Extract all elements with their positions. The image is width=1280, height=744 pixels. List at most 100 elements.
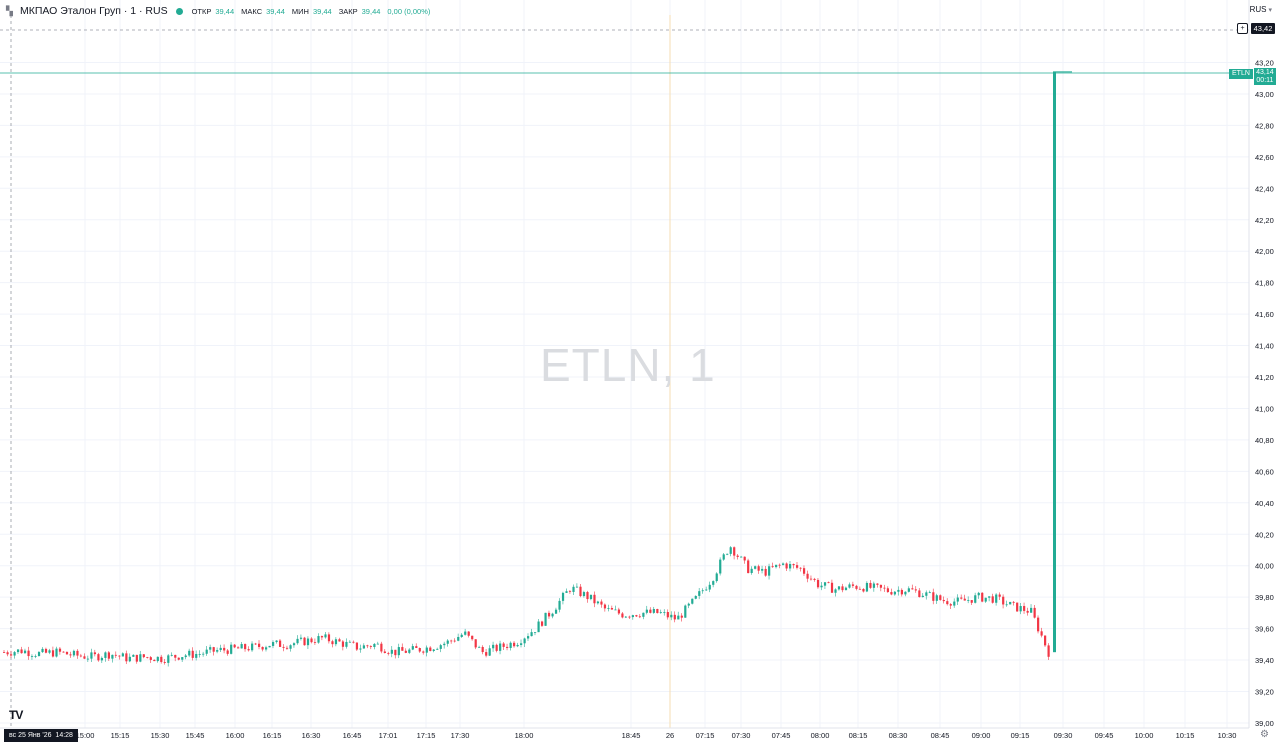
- candle-body: [513, 642, 516, 647]
- symbol-title[interactable]: МКПАО Эталон Груп · 1 · RUS: [20, 5, 168, 17]
- candle-body: [20, 649, 23, 654]
- time-tick-label: 09:15: [1011, 731, 1030, 740]
- candle-body: [362, 645, 366, 649]
- candle-body: [809, 578, 813, 580]
- candle-body: [663, 612, 666, 613]
- candle-body: [792, 564, 795, 566]
- time-tick-label: 08:15: [849, 731, 868, 740]
- price-tick-label: 41,40: [1255, 342, 1274, 351]
- candle-body: [100, 657, 104, 661]
- price-tick-label: 41,80: [1255, 279, 1274, 288]
- candle-body: [757, 566, 760, 571]
- candle-body: [1012, 601, 1015, 603]
- price-tick-label: 41,20: [1255, 373, 1274, 382]
- candle-body: [1023, 606, 1026, 611]
- candle-body: [345, 641, 348, 647]
- candle-body: [621, 613, 624, 618]
- candle-body: [285, 647, 289, 649]
- candle-body: [1019, 606, 1022, 612]
- candle-body: [981, 592, 984, 602]
- candle-body: [806, 573, 809, 579]
- candle-body: [740, 556, 743, 558]
- candle-body: [701, 590, 704, 592]
- candle-body: [390, 649, 393, 654]
- candle-body: [156, 656, 159, 662]
- candle-body: [268, 645, 271, 648]
- candle-body: [914, 589, 917, 591]
- candle-body: [565, 591, 568, 593]
- price-axis[interactable]: 43,20 43,00 42,80 42,60 42,40 42,20 42,00 41,80…: [1255, 59, 1274, 728]
- candle-body: [3, 652, 6, 653]
- candle-body: [939, 595, 942, 600]
- candle-body: [904, 591, 907, 595]
- candle-body: [177, 657, 180, 660]
- crosshair-date: вс 25 Янв '26: [9, 732, 52, 739]
- candle-body: [202, 653, 205, 655]
- price-tick-label: 42,40: [1255, 184, 1274, 193]
- candle-body: [104, 652, 107, 658]
- candle-body: [1009, 601, 1012, 605]
- candle-body: [237, 647, 240, 649]
- time-tick-label: 07:45: [772, 731, 791, 740]
- candle-body: [303, 637, 306, 646]
- currency-selector[interactable]: RUS ▾: [1250, 5, 1272, 14]
- time-tick-label: 15:45: [186, 731, 205, 740]
- candle-body: [306, 638, 310, 646]
- candle-body: [146, 657, 149, 658]
- candle-body: [631, 615, 634, 618]
- candle-body: [436, 648, 439, 650]
- candle-body: [118, 655, 121, 657]
- candle-body: [1030, 607, 1033, 613]
- time-axis[interactable]: 15:00 15:15 15:30 15:45 16:00 16:15 16:30 16:45…: [76, 731, 1237, 740]
- candle-body: [967, 600, 970, 601]
- candle-body: [789, 564, 792, 569]
- candle-body: [516, 644, 519, 647]
- candle-body: [768, 566, 771, 576]
- candle-body: [34, 655, 37, 657]
- last-price-tag: ETLN 43,14 00:11: [1229, 68, 1276, 85]
- candle-body: [380, 643, 383, 652]
- candle-body: [572, 586, 575, 592]
- candle-body: [530, 632, 533, 637]
- market-status-dot[interactable]: [175, 7, 183, 15]
- candle-body: [258, 643, 261, 647]
- price-tick-label: 43,00: [1255, 90, 1274, 99]
- candle-body: [820, 585, 823, 588]
- candle-body: [55, 648, 58, 657]
- candle-body: [624, 616, 628, 618]
- crosshair-time: 14:28: [55, 732, 73, 739]
- candle-body: [830, 582, 834, 593]
- time-tick-label: 10:15: [1176, 731, 1195, 740]
- candle-body: [698, 591, 701, 596]
- candle-body: [247, 649, 250, 651]
- candle-body: [125, 653, 128, 662]
- candle-body: [719, 559, 722, 574]
- candle-body: [666, 612, 669, 618]
- candle-body: [415, 646, 418, 649]
- candle-body: [278, 640, 282, 647]
- candle-body: [782, 563, 785, 565]
- candle-body: [841, 586, 844, 591]
- candle-body: [51, 650, 55, 657]
- close-label: ЗАКР: [338, 6, 358, 16]
- candle-body: [457, 636, 460, 641]
- settings-icon[interactable]: ⚙: [1260, 729, 1269, 740]
- candle-body: [617, 609, 621, 614]
- candle-body: [425, 647, 428, 653]
- candle-body: [58, 648, 62, 652]
- candle-body: [691, 598, 694, 604]
- tradingview-logo[interactable]: TV: [9, 708, 23, 722]
- low-value: 39,44: [312, 6, 332, 16]
- add-alert-icon[interactable]: +: [1237, 23, 1248, 34]
- candle-body: [865, 582, 869, 592]
- candle-body: [551, 613, 554, 617]
- candle-body: [226, 650, 229, 654]
- candle-body: [761, 568, 764, 571]
- candle-body: [855, 585, 858, 589]
- chart-grid: [0, 0, 1249, 728]
- candle-body: [799, 567, 802, 569]
- candle-body: [163, 661, 166, 663]
- high-label: МАКС: [241, 6, 263, 16]
- candles: [3, 71, 1072, 667]
